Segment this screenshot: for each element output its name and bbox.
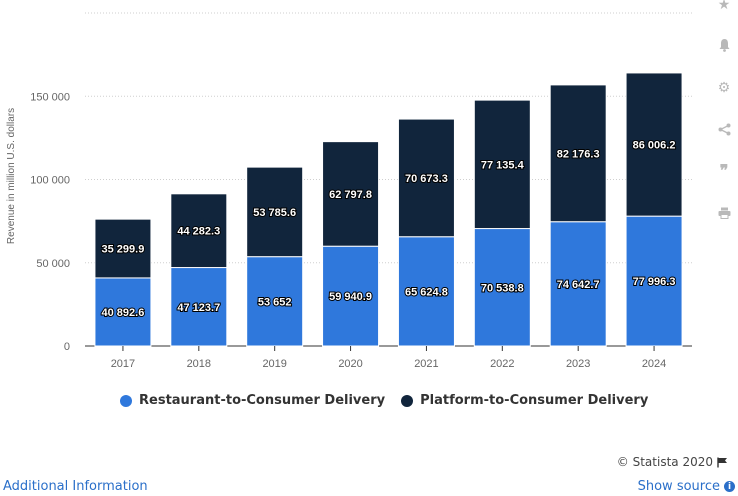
bar-restaurant-2023[interactable] <box>549 221 607 347</box>
data-label: 53 785.6 <box>253 207 296 219</box>
data-label: 82 176.3 <box>557 148 600 160</box>
bar-restaurant-2024[interactable] <box>625 215 683 347</box>
bar-restaurant-2017[interactable] <box>94 277 152 347</box>
data-label: 35 299.9 <box>102 244 145 256</box>
x-tick-label: 2017 <box>111 358 135 370</box>
gear-icon[interactable]: ⚙ <box>717 78 731 95</box>
x-axis-ticks: 2017 2018 2019 2020 2021 2022 2023 2024 <box>111 346 666 370</box>
data-label: 77 135.4 <box>481 159 525 171</box>
y-tick-label: 100 000 <box>30 175 70 187</box>
bar-platform-2018[interactable] <box>170 193 228 269</box>
legend-dot-restaurant <box>120 394 132 407</box>
bars: 40 892.6 35 299.9 47 123.7 44 282.3 53 652 53… <box>94 72 683 347</box>
share-icon[interactable] <box>716 121 732 137</box>
star-icon[interactable]: ★ <box>717 0 731 12</box>
data-label: 86 006.2 <box>633 140 676 152</box>
x-tick-label: 2020 <box>338 358 362 370</box>
bar-platform-2024[interactable] <box>625 72 683 217</box>
bar-platform-2019[interactable] <box>246 166 304 258</box>
data-label: 59 940.9 <box>329 291 372 303</box>
x-tick-label: 2021 <box>414 358 438 370</box>
print-icon[interactable] <box>716 205 732 221</box>
x-tick-label: 2022 <box>490 358 514 370</box>
legend-label-restaurant: Restaurant-to-Consumer Delivery <box>139 393 386 408</box>
additional-information-link[interactable]: Additional Information <box>3 479 148 494</box>
show-source-link[interactable]: Show source i <box>638 479 735 494</box>
legend-item-restaurant[interactable]: Restaurant-to-Consumer Delivery <box>120 393 385 408</box>
x-tick-label: 2018 <box>187 358 211 370</box>
info-icon: i <box>724 481 735 492</box>
y-tick-label: 0 <box>64 341 70 353</box>
bar-platform-2021[interactable] <box>397 118 455 238</box>
data-label: 77 996.3 <box>633 276 676 288</box>
bar-platform-2017[interactable] <box>94 218 152 279</box>
data-label: 62 797.8 <box>329 189 372 201</box>
y-axis-ticks: 0 50 000 100 000 150 000 <box>30 91 70 353</box>
show-source-label: Show source <box>637 479 720 494</box>
legend-item-platform[interactable]: Platform-to-Consumer Delivery <box>401 393 648 408</box>
data-label: 53 652 <box>258 296 292 308</box>
bar-platform-2020[interactable] <box>322 141 380 247</box>
data-label: 74 642.7 <box>557 279 600 291</box>
data-label: 70 673.3 <box>405 173 448 185</box>
sidebar-toolbar: ★ ⚙ ❞ <box>708 0 738 230</box>
data-label: 65 624.8 <box>405 286 448 298</box>
legend: Restaurant-to-Consumer Delivery Platform… <box>120 393 648 408</box>
bar-platform-2022[interactable] <box>473 99 531 230</box>
data-label: 40 892.6 <box>102 307 145 319</box>
legend-label-platform: Platform-to-Consumer Delivery <box>420 393 649 408</box>
stacked-bar-chart: 0 50 000 100 000 150 000 40 892.6 35 299.9 47… <box>6 12 692 370</box>
bar-restaurant-2019[interactable] <box>246 256 304 347</box>
y-axis-label: Revenue in million U.S. dollars <box>6 108 17 244</box>
y-tick-label: 150 000 <box>30 91 70 103</box>
data-label: 44 282.3 <box>177 226 220 238</box>
quote-icon[interactable]: ❞ <box>719 163 729 180</box>
x-tick-label: 2019 <box>262 358 286 370</box>
x-tick-label: 2024 <box>642 358 666 370</box>
copyright: © Statista 2020 <box>617 455 728 469</box>
copyright-text: © Statista 2020 <box>616 455 713 469</box>
data-label: 47 123.7 <box>177 302 220 314</box>
y-tick-label: 50 000 <box>36 258 70 270</box>
legend-dot-platform <box>401 394 414 407</box>
bar-restaurant-2022[interactable] <box>473 228 531 347</box>
data-label: 70 538.8 <box>481 282 524 294</box>
x-tick-label: 2023 <box>566 358 590 370</box>
bell-icon[interactable] <box>716 37 732 53</box>
bar-restaurant-2018[interactable] <box>170 267 228 347</box>
bar-restaurant-2020[interactable] <box>322 245 380 347</box>
flag-icon[interactable] <box>717 457 728 468</box>
bar-platform-2023[interactable] <box>549 84 607 223</box>
